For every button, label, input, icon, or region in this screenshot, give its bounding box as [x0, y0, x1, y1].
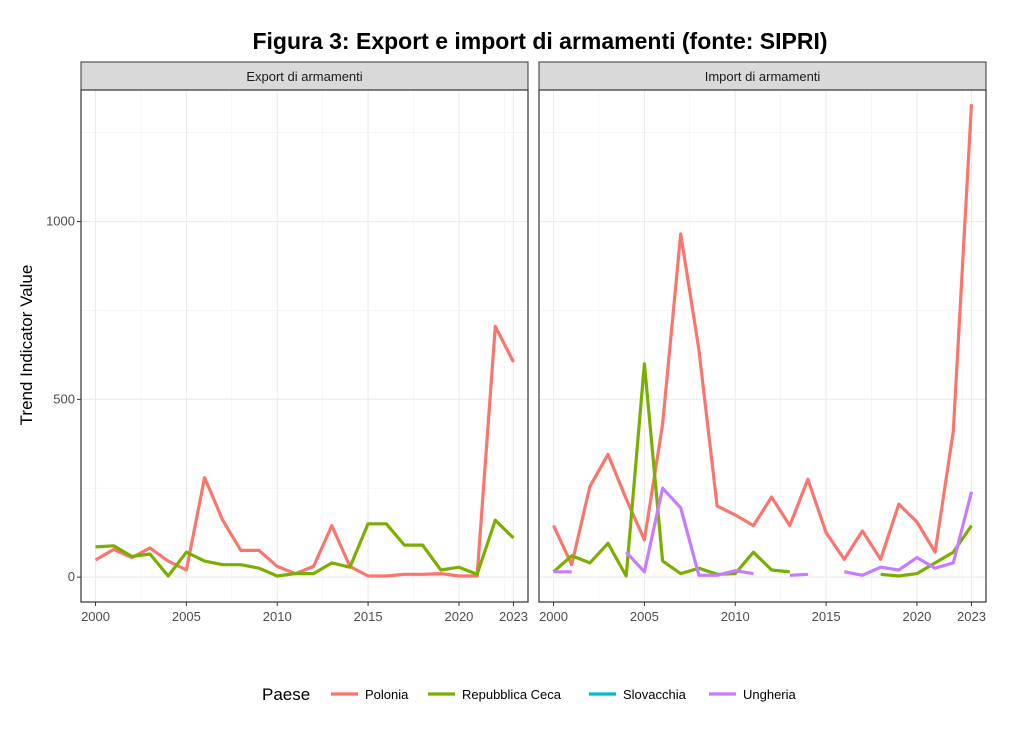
legend-label: Slovacchia: [623, 687, 687, 702]
panel-border: [80, 89, 529, 603]
series-line-repubblica-ceca: [95, 518, 515, 578]
series-line-polonia: [94, 324, 515, 578]
series-line-repubblica-ceca: [552, 362, 790, 578]
legend: Paese Polonia Repubblica Ceca Slovacchia Un…: [262, 685, 797, 704]
y-tick-label: 1000: [46, 214, 75, 229]
legend-item-repubblica-ceca: Repubblica Ceca: [428, 687, 562, 702]
x-tick-label: 2015: [812, 609, 841, 624]
chart-title: Figura 3: Export e import di armamenti (…: [252, 28, 827, 54]
x-tick-label: 2005: [630, 609, 659, 624]
legend-item-slovacchia: Slovacchia: [589, 687, 687, 702]
facet-panel-2: Import di armamenti 2000 2005 2010 2015 2020 2…: [538, 61, 987, 624]
series-line-ungheria: [789, 572, 808, 577]
x-tick-label: 2010: [263, 609, 292, 624]
facet-strip-label: Import di armamenti: [705, 69, 821, 84]
facet-strip-label: Export di armamenti: [246, 69, 362, 84]
x-tick-label: 2023: [499, 609, 528, 624]
y-tick-label: 500: [53, 391, 75, 406]
legend-title: Paese: [262, 685, 310, 704]
panel-border: [538, 89, 987, 603]
plot-area: [81, 90, 528, 602]
x-tick-label: 2020: [902, 609, 931, 624]
legend-label: Ungheria: [743, 687, 797, 702]
y-tick-label: 0: [68, 569, 75, 584]
legend-item-ungheria: Ungheria: [709, 687, 797, 702]
series-line-polonia: [552, 104, 974, 567]
x-tick-label: 2015: [354, 609, 383, 624]
facet-panels: 0 500 1000 Export di armamenti 2000 2005 2010 2…: [46, 61, 987, 624]
x-tick-label: 2023: [957, 609, 986, 624]
legend-label: Polonia: [365, 687, 409, 702]
series-line-ungheria: [625, 486, 754, 577]
legend-label: Repubblica Ceca: [462, 687, 562, 702]
x-tick-label: 2020: [444, 609, 473, 624]
legend-item-polonia: Polonia: [331, 687, 409, 702]
x-tick-label: 2005: [172, 609, 201, 624]
x-tick-label: 2000: [539, 609, 568, 624]
y-axis-title: Trend Indicator Value: [17, 265, 36, 426]
series-line-ungheria: [843, 491, 974, 577]
x-tick-label: 2010: [721, 609, 750, 624]
facet-panel-1: Export di armamenti 2000 2005 2010 2015 2020 2…: [80, 61, 529, 624]
facet-strip: [80, 61, 529, 91]
x-tick-label: 2000: [81, 609, 110, 624]
